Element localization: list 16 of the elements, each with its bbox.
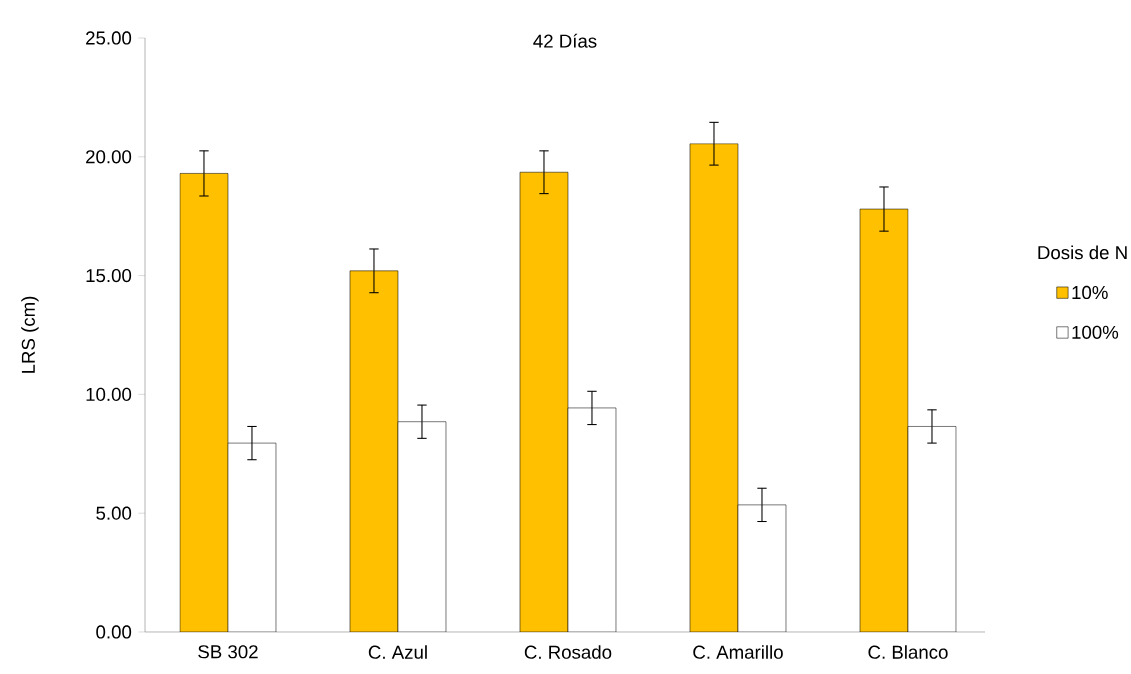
legend-label: 100% — [1072, 325, 1119, 339]
y-axis-title: LRS (cm) — [21, 296, 39, 373]
x-tick-label: C. Amarillo — [693, 645, 783, 659]
y-tick-label: 20.00 — [86, 150, 132, 164]
chart-title: 42 Días — [533, 33, 597, 48]
y-tick-label: 15.00 — [86, 268, 132, 283]
legend-label: 10% — [1072, 285, 1108, 300]
y-tick-label: 25.00 — [86, 31, 132, 45]
x-tick-label: C. Rosado — [524, 645, 612, 659]
y-tick-label: 10.00 — [86, 387, 132, 401]
legend-title: Dosis de N — [1038, 245, 1127, 260]
x-tick-label: C. Azul — [368, 645, 427, 659]
x-tick-label: C. Blanco — [868, 645, 948, 659]
y-tick-label: 0.00 — [96, 625, 132, 639]
y-tick-label: 5.00 — [96, 506, 132, 520]
x-tick-label: SB 302 — [198, 645, 258, 659]
